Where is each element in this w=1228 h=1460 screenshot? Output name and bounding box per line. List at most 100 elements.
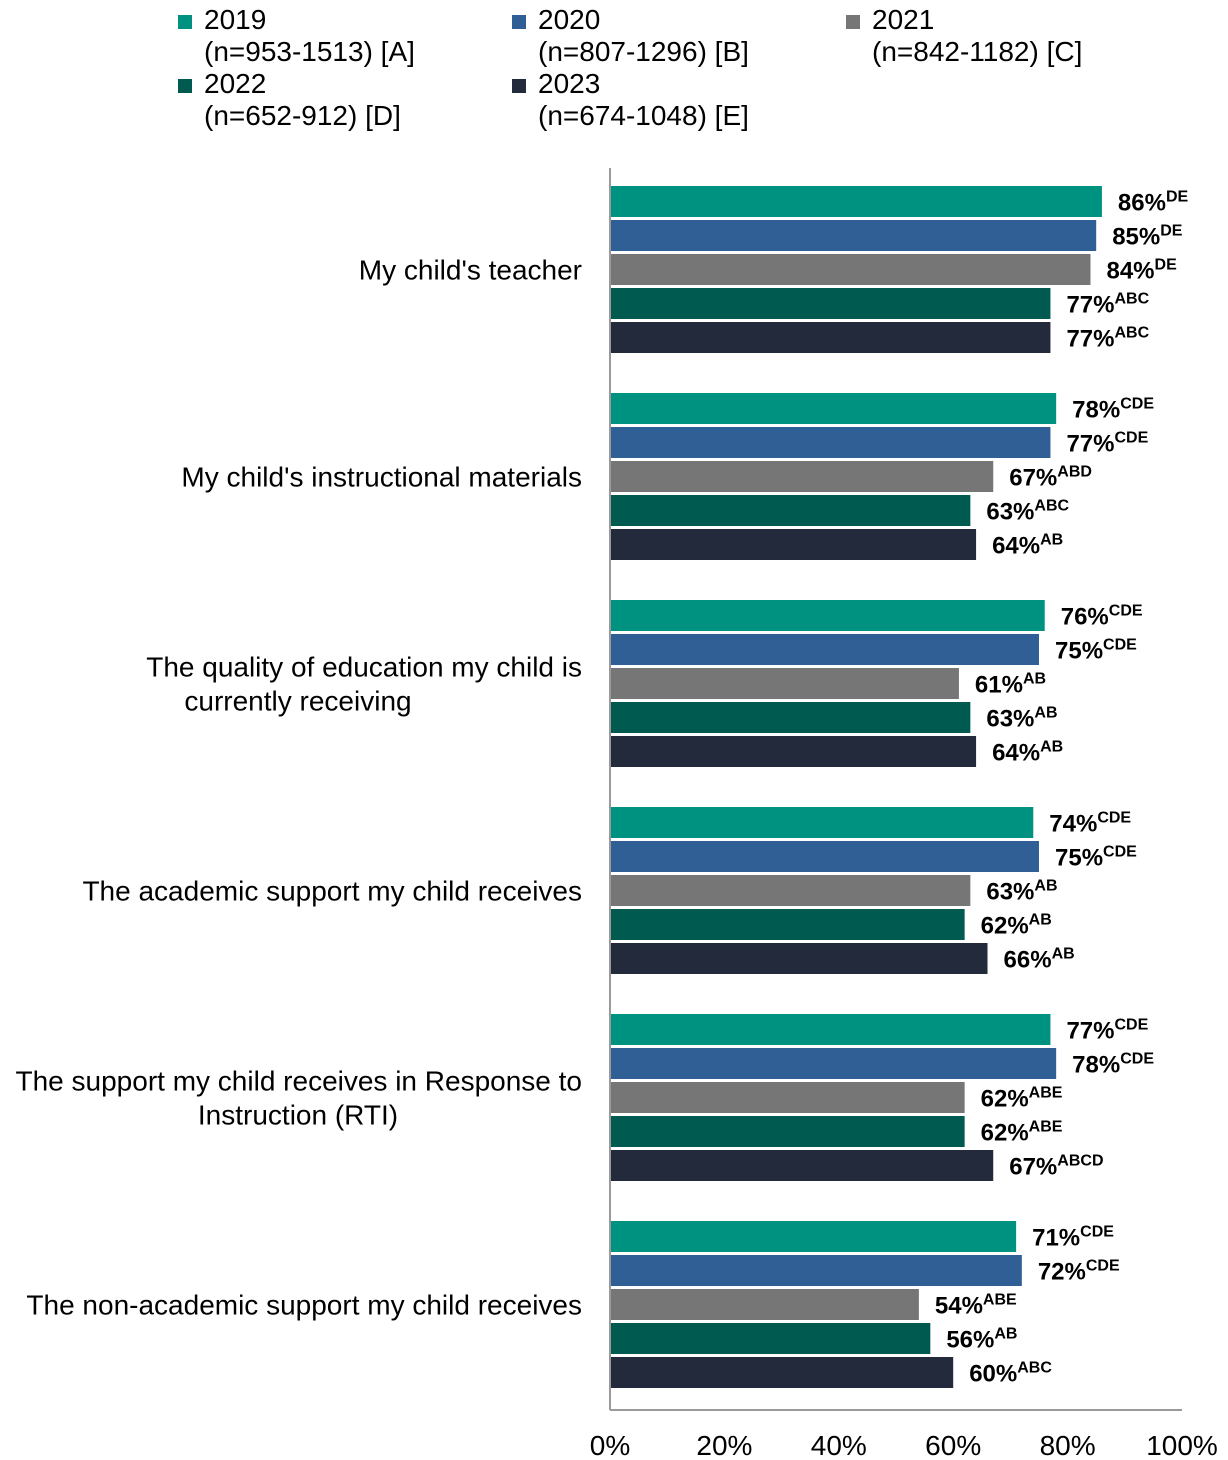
- data-label: 76%CDE: [1061, 603, 1143, 631]
- data-label-significance: CDE: [1109, 603, 1143, 620]
- data-label: 77%ABC: [1066, 291, 1149, 319]
- data-label: 78%CDE: [1072, 396, 1154, 424]
- data-label: 61%AB: [975, 671, 1046, 699]
- category-label: The support my child receives in Respons…: [16, 1066, 583, 1131]
- bar-2020: [610, 1255, 1022, 1286]
- data-label-value: 62%: [981, 913, 1029, 940]
- data-label-value: 86%: [1118, 190, 1166, 217]
- data-label: 60%ABC: [969, 1360, 1052, 1388]
- legend-swatch-2022: [178, 79, 192, 93]
- data-label-value: 67%: [1009, 1154, 1057, 1181]
- legend-label: 2019: [204, 4, 267, 35]
- data-label: 86%DE: [1118, 189, 1189, 217]
- data-label-significance: CDE: [1120, 1051, 1154, 1068]
- bar-2019: [610, 186, 1102, 217]
- data-label-significance: CDE: [1114, 1017, 1148, 1034]
- category-label: The academic support my child receives: [82, 876, 582, 907]
- bar-2023: [610, 1150, 994, 1181]
- data-label: 84%DE: [1106, 257, 1177, 285]
- data-label-value: 75%: [1055, 638, 1103, 665]
- x-tick-label: 20%: [696, 1430, 752, 1460]
- data-label-significance: CDE: [1097, 810, 1131, 827]
- data-label-value: 62%: [981, 1120, 1029, 1147]
- data-label-significance: CDE: [1103, 637, 1137, 654]
- legend-swatch-2021: [846, 15, 860, 29]
- data-label: 77%CDE: [1066, 1017, 1148, 1045]
- x-tick-label: 100%: [1146, 1430, 1218, 1460]
- data-label-significance: CDE: [1086, 1258, 1120, 1275]
- data-label-significance: ABC: [1114, 325, 1149, 342]
- data-label: 56%AB: [946, 1326, 1017, 1354]
- data-label: 78%CDE: [1072, 1051, 1154, 1079]
- data-label-value: 56%: [946, 1327, 994, 1354]
- legend-sample-size: (n=842-1182) [C]: [872, 36, 1083, 67]
- data-label: 77%ABC: [1066, 325, 1149, 353]
- data-label-value: 63%: [986, 499, 1034, 526]
- category-label: My child's teacher: [359, 255, 582, 286]
- bar-2021: [610, 875, 971, 906]
- data-label: 85%DE: [1112, 223, 1183, 251]
- data-label: 62%AB: [981, 912, 1052, 940]
- bar-2021: [610, 668, 959, 699]
- data-label-value: 61%: [975, 672, 1023, 699]
- bar-2023: [610, 1357, 954, 1388]
- data-label-significance: CDE: [1103, 844, 1137, 861]
- data-label-value: 85%: [1112, 224, 1160, 251]
- bar-2022: [610, 909, 965, 940]
- bar-2021: [610, 1289, 919, 1320]
- data-label: 67%ABCD: [1009, 1153, 1103, 1181]
- data-label-significance: ABC: [1114, 291, 1149, 308]
- x-tick-label: 40%: [811, 1430, 867, 1460]
- bar-2020: [610, 634, 1039, 665]
- bar-2023: [610, 322, 1051, 353]
- legend-sample-size: (n=953-1513) [A]: [204, 36, 415, 67]
- data-label-significance: ABD: [1057, 464, 1092, 481]
- x-tick-label: 0%: [590, 1430, 630, 1460]
- data-label-significance: AB: [1040, 532, 1063, 549]
- data-label: 54%ABE: [935, 1292, 1017, 1320]
- bar-2019: [610, 1221, 1017, 1252]
- bar-2019: [610, 393, 1057, 424]
- bar-2023: [610, 529, 977, 560]
- data-label-value: 66%: [1004, 947, 1052, 974]
- legend-label: 2021: [872, 4, 935, 35]
- data-label: 64%AB: [992, 532, 1063, 560]
- data-label: 64%AB: [992, 739, 1063, 767]
- category-label-line: The support my child receives in Respons…: [16, 1066, 583, 1097]
- data-label: 66%AB: [1004, 946, 1075, 974]
- legend-sample-size: (n=652-912) [D]: [204, 100, 401, 131]
- data-label: 62%ABE: [981, 1085, 1063, 1113]
- data-label-value: 74%: [1049, 811, 1097, 838]
- data-label-value: 77%: [1066, 326, 1114, 353]
- data-label: 67%ABD: [1009, 464, 1092, 492]
- data-label: 71%CDE: [1032, 1224, 1114, 1252]
- data-label-significance: ABE: [1029, 1085, 1063, 1102]
- data-label-value: 78%: [1072, 397, 1120, 424]
- legend-swatch-2023: [512, 79, 526, 93]
- data-label-value: 77%: [1066, 292, 1114, 319]
- x-tick-label: 80%: [1040, 1430, 1096, 1460]
- data-label-significance: DE: [1155, 257, 1178, 274]
- bar-2020: [610, 220, 1097, 251]
- category-label: The non-academic support my child receiv…: [26, 1290, 582, 1321]
- data-label-value: 77%: [1066, 431, 1114, 458]
- bar-2019: [610, 600, 1045, 631]
- data-label-significance: DE: [1160, 223, 1183, 240]
- data-label-value: 63%: [986, 706, 1034, 733]
- bar-2022: [610, 702, 971, 733]
- legend: 2019 (n=953-1513) [A] 2020 (n=807-1296) …: [0, 0, 1228, 140]
- data-label-value: 71%: [1032, 1225, 1080, 1252]
- data-label-significance: ABE: [983, 1292, 1017, 1309]
- legend-label: 2020: [538, 4, 601, 35]
- data-label-value: 77%: [1066, 1018, 1114, 1045]
- data-label: 63%AB: [986, 878, 1057, 906]
- bar-2022: [610, 1116, 965, 1147]
- legend-swatch-2019: [178, 15, 192, 29]
- bar-2020: [610, 427, 1051, 458]
- data-label: 62%ABE: [981, 1119, 1063, 1147]
- legend-label: 2023: [538, 68, 601, 99]
- data-label-value: 62%: [981, 1086, 1029, 1113]
- data-label-value: 75%: [1055, 845, 1103, 872]
- data-label: 75%CDE: [1055, 637, 1137, 665]
- data-label-significance: AB: [1023, 671, 1046, 688]
